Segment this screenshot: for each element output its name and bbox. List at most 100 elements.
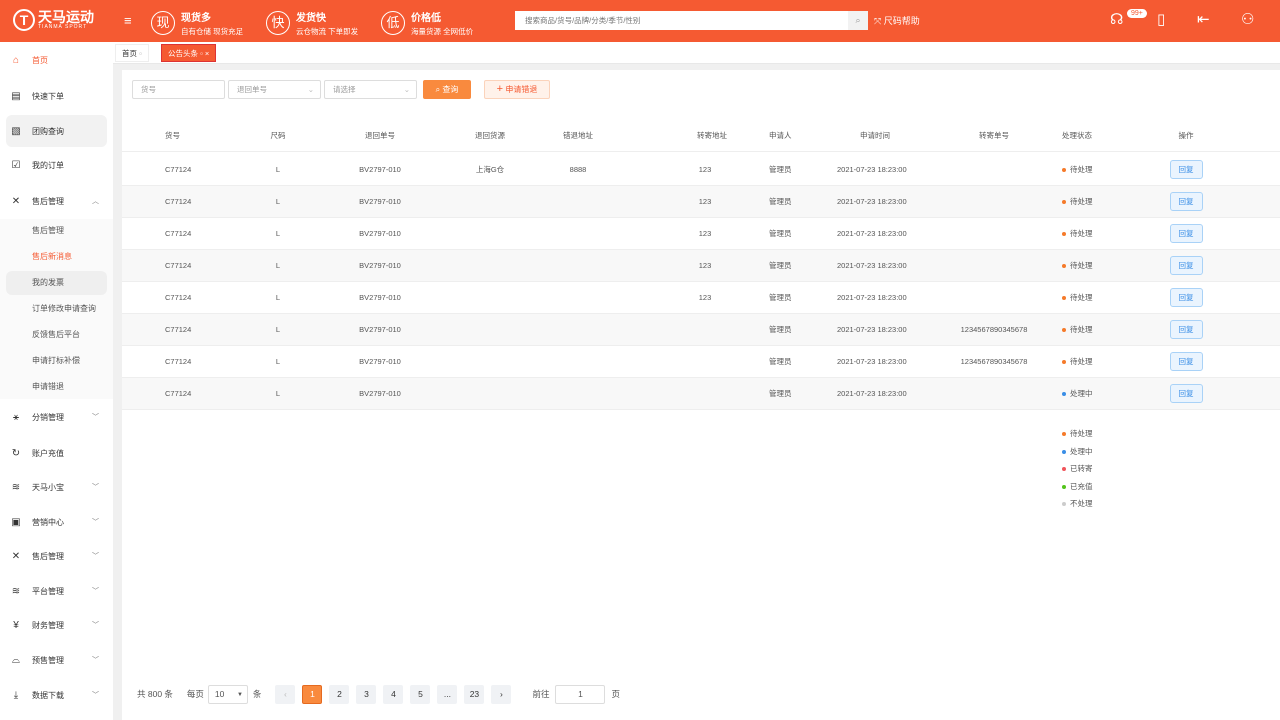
size-help-link[interactable]: ⤧ 尺码帮助 (874, 14, 920, 27)
status-dot-icon (1062, 264, 1066, 269)
apply-return-button[interactable]: + 申请错退 (484, 80, 550, 99)
size-help-label: 尺码帮助 (883, 16, 920, 26)
reply-button[interactable]: 回复 (1169, 384, 1203, 403)
table-cell: C77124 (165, 229, 192, 238)
sidebar-item[interactable]: ⤓ 数据下载 ﹀ (6, 679, 107, 711)
search-icon[interactable]: ⌕ (848, 11, 868, 30)
page-button[interactable]: 5 (410, 684, 431, 704)
reply-button[interactable]: 回复 (1169, 160, 1203, 179)
submenu-item[interactable]: 我的发票 (6, 271, 107, 295)
prev-page-button[interactable]: ‹ (275, 684, 296, 704)
table-cell (450, 378, 530, 410)
sidebar-item[interactable]: ↻ 账户充值 (6, 437, 107, 469)
submenu-item[interactable]: 售后管理 (32, 226, 64, 235)
table-cell: 管理员 (769, 229, 792, 238)
sidebar-item-label: 财务管理 (32, 620, 64, 630)
table-cell: 2021-07-23 18:23:00 (837, 293, 907, 302)
sidebar-item-group-buy[interactable]: ▧ 团购查询 (6, 115, 107, 147)
status-cell: 待处理 (1062, 186, 1093, 218)
tab-announcements[interactable]: 公告头条 ▫ × (161, 44, 217, 62)
close-icon[interactable]: × (204, 49, 210, 58)
table-cell (538, 186, 618, 218)
submenu-item-active[interactable]: 售后新消息 (32, 252, 72, 261)
sidebar-item-label: 营销中心 (32, 517, 64, 527)
sidebar-item[interactable]: ≋ 平台管理 ﹀ (6, 575, 107, 607)
return-no-select[interactable]: 退回单号 ⌄ (228, 80, 321, 99)
sidebar-item[interactable]: ▣ 营销中心 ﹀ (6, 506, 107, 538)
status-dot-icon (1062, 296, 1066, 301)
table-cell: 管理员 (769, 325, 792, 334)
table-cell (538, 314, 618, 346)
sidebar-item[interactable]: ✕ 售后管理 ﹀ (6, 540, 107, 572)
query-button[interactable]: ⌕ 查询 (423, 80, 471, 99)
mobile-icon[interactable]: ▯ (1157, 11, 1166, 28)
tab-home[interactable]: 首页 ▫ (115, 44, 149, 62)
status-dot-icon (1062, 168, 1066, 173)
reply-button[interactable]: 回复 (1169, 224, 1203, 243)
table-cell: 2021-07-23 18:23:00 (837, 389, 907, 398)
table-cell (538, 346, 618, 378)
customer-service-icon[interactable]: ☊ (1110, 11, 1124, 28)
page-button[interactable]: 3 (356, 684, 377, 704)
table-cell (944, 218, 1044, 250)
chevron-down-icon: ﹀ (92, 588, 99, 595)
goto-page-input[interactable]: 1 (555, 684, 606, 704)
download-icon: ⤓ (13, 689, 19, 701)
table-cell (450, 250, 530, 282)
query-label: 查询 (442, 85, 459, 94)
sku-input[interactable]: 货号 (132, 80, 225, 99)
page-button[interactable]: 4 (383, 684, 404, 704)
tab-bar: 首页 ▫ 公告头条 ▫ × (113, 42, 1280, 64)
status-text: 待处理 (1070, 357, 1093, 366)
page-size-select[interactable]: 10 ▼ (207, 684, 248, 704)
reply-button[interactable]: 回复 (1169, 256, 1203, 275)
submenu-item[interactable]: 订单修改申请查询 (32, 304, 96, 313)
table-cell: 管理员 (769, 389, 792, 398)
sidebar-item[interactable]: ⌓ 预售管理 ﹀ (6, 644, 107, 676)
sidebar-item-quick-order[interactable]: ▤ 快速下单 (6, 80, 107, 112)
logo[interactable]: T 天马运动 TIANMA SPORT (13, 9, 94, 31)
feature-badge-icon: 低 (381, 11, 405, 35)
reply-button[interactable]: 回复 (1169, 192, 1203, 211)
submenu-item[interactable]: 申请错退 (32, 382, 64, 391)
next-page-button[interactable]: › (491, 684, 512, 704)
distribution-icon: ⚹ (13, 411, 19, 423)
table-cell: BV2797-010 (359, 261, 401, 270)
action-cell: 回复 (1156, 250, 1216, 282)
column-header: 转寄地址 (697, 131, 727, 140)
logout-screen-icon[interactable]: ⇤ (1197, 11, 1210, 28)
page-button[interactable]: 1 (302, 684, 323, 704)
status-select[interactable]: 请选择 ⌄ (324, 80, 417, 99)
submenu-item[interactable]: 反馈售后平台 (32, 330, 80, 339)
table-cell (675, 346, 735, 378)
menu-toggle-icon[interactable]: ≡ (124, 13, 132, 28)
page-button[interactable]: 2 (329, 684, 350, 704)
page-button[interactable]: 23 (464, 684, 485, 704)
user-settings-icon[interactable]: ⚇ (1241, 11, 1255, 28)
status-dot-icon (1062, 360, 1066, 365)
status-dot-icon (1062, 328, 1066, 333)
sidebar-item[interactable]: ⚹ 分销管理 ﹀ (6, 401, 107, 433)
main-card: 货号 退回单号 ⌄ 请选择 ⌄ ⌕ 查询 + 申请错退 货号 尺码 退回单号 退回货源 错退… (122, 70, 1280, 720)
chevron-down-icon: ﹀ (92, 414, 99, 421)
sidebar-item-my-orders[interactable]: ☑ 我的订单 (6, 149, 107, 181)
sidebar-item-after-sales[interactable]: ✕ 售后管理 ︿ (6, 185, 107, 217)
sidebar-item-label: 售后管理 (32, 196, 64, 206)
table-cell (538, 218, 618, 250)
total-count: 共 800 条 (137, 689, 173, 699)
sidebar-item[interactable]: ¥ 财务管理 ﹀ (6, 609, 107, 641)
search-input[interactable] (515, 11, 848, 30)
table-row: C77124 L BV2797-010 管理员 2021-07-23 18:23:00 1… (122, 314, 1280, 346)
sidebar-item-home[interactable]: ⌂ 首页 (6, 44, 107, 76)
reply-button[interactable]: 回复 (1169, 320, 1203, 339)
table-cell (675, 378, 735, 410)
reply-button[interactable]: 回复 (1169, 288, 1203, 307)
select-placeholder: 请选择 (333, 85, 356, 94)
action-cell: 回复 (1156, 186, 1216, 218)
action-cell: 回复 (1156, 154, 1216, 186)
page-button[interactable]: ... (437, 684, 458, 704)
sidebar-item[interactable]: ≋ 天马小宝 ﹀ (6, 471, 107, 503)
reply-button[interactable]: 回复 (1169, 352, 1203, 371)
table-cell: 1234567890345678 (960, 357, 1028, 366)
submenu-item[interactable]: 申请打标补偿 (32, 356, 80, 365)
